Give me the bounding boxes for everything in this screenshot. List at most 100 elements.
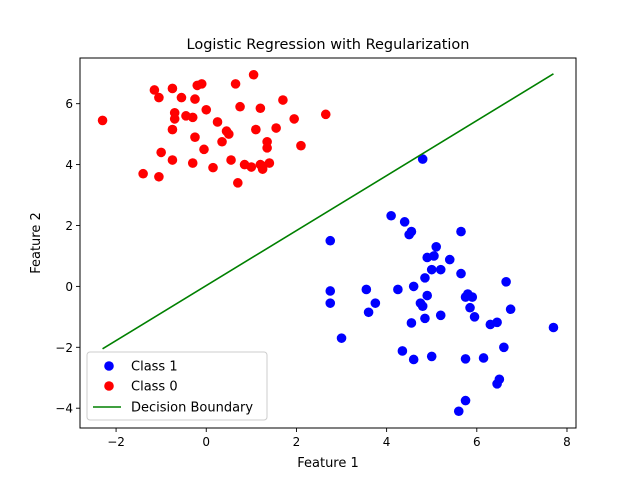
data-point-class-1 [469,312,480,322]
data-point-class-1 [397,346,408,356]
plot-area: −2 0 2 4 6 8 −4 −2 0 2 4 6 [55,57,577,449]
data-point-class-1 [460,395,471,406]
data-point-class-0 [217,136,227,147]
data-point-class-0 [97,115,108,126]
data-point-class-1 [460,354,471,364]
data-point-class-0 [235,101,245,112]
data-point-class-0 [190,94,200,104]
data-point-class-1 [426,264,437,275]
data-point-class-1 [363,307,374,318]
data-point-class-1 [444,254,455,265]
data-point-class-0 [262,143,272,153]
data-point-class-1 [399,217,410,227]
data-point-class-1 [456,226,466,237]
data-point-class-1 [325,235,336,246]
data-point-class-1 [406,318,417,328]
data-point-class-0 [248,69,259,80]
series-layer [97,69,559,417]
data-point-class-1 [386,210,396,221]
legend-label-decision-boundary: Decision Boundary [131,401,253,416]
data-point-class-0 [226,155,236,165]
data-point-class-1 [420,313,430,324]
data-point-class-0 [167,83,178,94]
data-point-class-1 [501,277,511,287]
y-tick-label: 2 [65,219,73,233]
data-point-class-1 [456,268,466,279]
data-point-class-1 [336,333,347,343]
data-point-class-0 [154,92,164,103]
data-point-class-1 [422,252,433,263]
data-point-class-0 [149,85,160,95]
data-point-class-0 [176,92,187,103]
data-point-class-1 [420,273,430,283]
y-axis-ticks: −4 −2 0 2 4 6 [55,97,80,416]
axes-frame [79,57,577,429]
data-point-class-1 [417,301,428,311]
y-tick-label: 0 [65,280,73,294]
legend-swatch-class-1 [104,361,114,371]
x-tick-label: −2 [107,435,125,449]
data-point-class-1 [505,304,516,315]
x-axis-ticks: −2 0 2 4 6 8 [107,428,571,449]
x-tick-label: 2 [293,435,301,449]
data-point-class-0 [154,171,164,182]
data-point-class-1 [422,290,433,301]
x-tick-label: 6 [473,435,481,449]
data-point-class-0 [224,129,234,139]
data-point-class-0 [169,114,180,124]
data-point-class-0 [138,168,148,179]
data-point-class-1 [417,154,428,164]
data-point-class-1 [431,242,442,252]
data-point-class-0 [257,164,268,174]
data-point-class-1 [325,286,336,296]
x-tick-label: 8 [563,435,571,449]
data-point-class-1 [393,284,403,295]
legend: Class 1 Class 0 Decision Boundary [86,351,268,421]
data-point-class-1 [492,379,502,389]
x-tick-label: 4 [383,435,391,449]
data-point-class-1 [426,351,437,362]
data-point-class-1 [435,264,446,275]
y-tick-label: −4 [55,402,73,416]
data-point-class-0 [246,162,257,172]
y-tick-label: −2 [55,341,73,355]
data-point-class-1 [467,292,478,302]
data-point-class-0 [251,124,261,135]
data-point-class-0 [233,178,243,188]
legend-label-class-1: Class 1 [131,360,178,375]
series-decision-boundary [102,73,554,350]
x-axis-label: Feature 1 [297,456,359,471]
data-point-class-1 [408,354,419,365]
data-point-class-1 [460,292,471,302]
data-point-class-1 [404,229,414,240]
legend-swatch-class-0 [104,381,114,391]
data-point-class-0 [230,79,241,89]
data-point-class-1 [453,406,464,417]
data-point-class-1 [325,298,336,308]
y-tick-label: 4 [65,158,73,172]
data-point-class-0 [271,123,281,133]
data-point-class-0 [199,144,209,155]
data-point-class-0 [212,117,223,127]
data-point-class-1 [435,310,446,321]
data-point-class-0 [289,114,299,124]
x-tick-label: 0 [202,435,210,449]
data-point-class-0 [187,158,198,168]
data-point-class-0 [208,162,218,173]
data-point-class-1 [548,322,559,333]
data-point-class-1 [485,319,496,330]
data-point-class-1 [408,281,419,292]
series-class-1 [325,154,559,417]
data-point-class-1 [361,284,372,295]
data-point-class-1 [465,302,475,313]
data-point-class-0 [192,80,203,91]
data-point-class-0 [190,132,200,142]
series-class-0 [97,69,331,188]
decision-boundary-line [102,73,554,350]
data-point-class-1 [478,353,489,363]
data-point-class-1 [499,342,509,353]
chart-title: Logistic Regression with Regularization [187,37,470,53]
data-point-class-0 [167,155,178,165]
data-point-class-0 [201,104,212,115]
